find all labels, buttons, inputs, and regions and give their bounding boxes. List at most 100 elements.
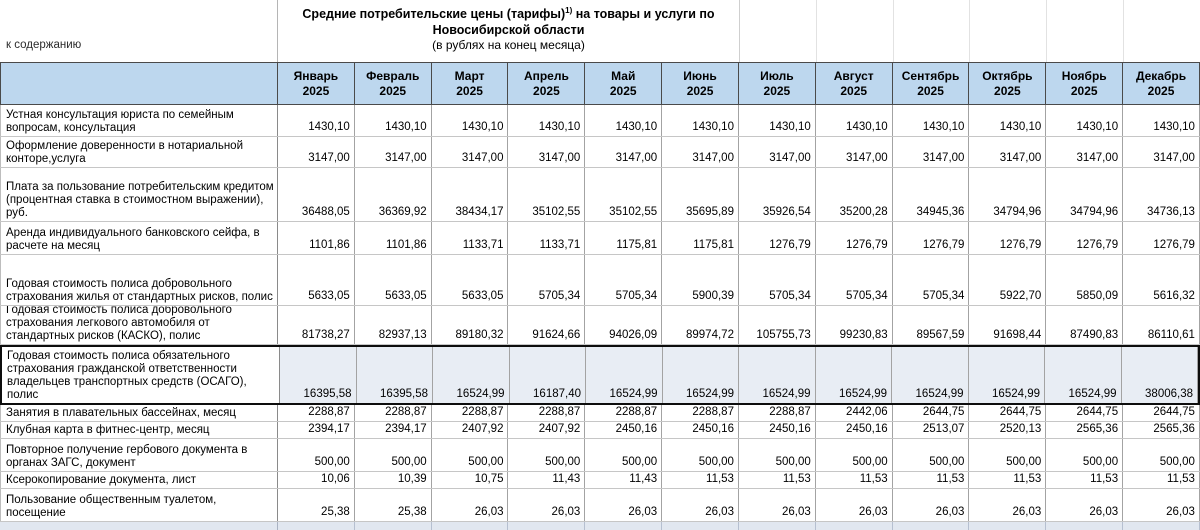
value-cell[interactable]: 500,00 bbox=[355, 439, 432, 471]
value-cell[interactable]: 26,03 bbox=[1046, 489, 1124, 521]
value-cell[interactable]: 2288,87 bbox=[739, 405, 816, 421]
value-cell[interactable]: 16187,40 bbox=[509, 347, 586, 403]
value-cell[interactable]: 1430,10 bbox=[278, 105, 355, 136]
value-cell[interactable]: 2394,17 bbox=[355, 422, 432, 438]
value-cell[interactable]: 3147,00 bbox=[1046, 137, 1124, 167]
value-cell[interactable]: 2520,13 bbox=[969, 422, 1047, 438]
value-cell[interactable]: 1276,79 bbox=[969, 222, 1047, 254]
value-cell[interactable]: 3147,00 bbox=[432, 137, 509, 167]
value-cell[interactable]: 16524,99 bbox=[433, 347, 510, 403]
value-cell[interactable]: 25,38 bbox=[355, 489, 432, 521]
value-cell[interactable]: 26,03 bbox=[1123, 489, 1200, 521]
value-cell[interactable]: 1430,10 bbox=[508, 105, 586, 136]
value-cell[interactable]: 10,75 bbox=[432, 472, 509, 488]
value-cell[interactable]: 26,03 bbox=[739, 489, 816, 521]
value-cell[interactable]: 35200,28 bbox=[816, 168, 893, 221]
value-cell[interactable]: 10,39 bbox=[355, 472, 432, 488]
value-cell[interactable]: 1101,86 bbox=[355, 222, 432, 254]
value-cell[interactable]: 1276,79 bbox=[739, 222, 816, 254]
value-cell[interactable]: 1430,10 bbox=[1046, 105, 1124, 136]
value-cell[interactable]: 2288,87 bbox=[278, 405, 355, 421]
value-cell[interactable]: 3147,00 bbox=[585, 137, 663, 167]
value-cell[interactable]: 1175,81 bbox=[662, 222, 739, 254]
back-to-contents-link[interactable]: к содержанию bbox=[6, 39, 82, 51]
value-cell[interactable]: 1430,10 bbox=[585, 105, 663, 136]
value-cell[interactable]: 3147,00 bbox=[969, 137, 1047, 167]
value-cell[interactable]: 89180,32 bbox=[432, 306, 509, 344]
value-cell[interactable]: 16524,99 bbox=[586, 347, 663, 403]
value-cell[interactable]: 500,00 bbox=[1046, 439, 1124, 471]
value-cell[interactable]: 91698,44 bbox=[969, 306, 1047, 344]
value-cell[interactable]: 94026,09 bbox=[585, 306, 663, 344]
value-cell[interactable]: 10,06 bbox=[278, 472, 355, 488]
month-header-cell[interactable]: Август 2025 bbox=[815, 63, 893, 104]
value-cell[interactable]: 5633,05 bbox=[432, 255, 509, 305]
value-cell[interactable]: 25,38 bbox=[278, 489, 355, 521]
value-cell[interactable]: 26,03 bbox=[432, 489, 509, 521]
value-cell[interactable]: 500,00 bbox=[278, 439, 355, 471]
value-cell[interactable]: 89974,72 bbox=[662, 306, 739, 344]
value-cell[interactable]: 36488,05 bbox=[278, 168, 355, 221]
value-cell[interactable]: 105755,73 bbox=[739, 306, 816, 344]
value-cell[interactable]: 3147,00 bbox=[355, 137, 432, 167]
value-cell[interactable]: 11,53 bbox=[893, 472, 970, 488]
value-cell[interactable]: 1276,79 bbox=[1123, 222, 1200, 254]
value-cell[interactable]: 3147,00 bbox=[816, 137, 893, 167]
row-label-cell[interactable]: Пользование общественным туалетом, посещ… bbox=[0, 489, 278, 521]
value-cell[interactable]: 2644,75 bbox=[969, 405, 1047, 421]
value-cell[interactable]: 35695,89 bbox=[662, 168, 739, 221]
value-cell[interactable]: 3147,00 bbox=[739, 137, 816, 167]
value-cell[interactable]: 26,03 bbox=[508, 489, 586, 521]
value-cell[interactable]: 500,00 bbox=[432, 439, 509, 471]
value-cell[interactable]: 1101,86 bbox=[278, 222, 355, 254]
value-cell[interactable]: 500,00 bbox=[1123, 439, 1200, 471]
value-cell[interactable]: 16395,58 bbox=[356, 347, 433, 403]
row-label-cell[interactable]: Аренда индивидуального банковского сейфа… bbox=[0, 222, 278, 254]
value-cell[interactable]: 1133,71 bbox=[432, 222, 509, 254]
value-cell[interactable]: 500,00 bbox=[816, 439, 893, 471]
value-cell[interactable]: 82937,13 bbox=[355, 306, 432, 344]
value-cell[interactable]: 1276,79 bbox=[816, 222, 893, 254]
value-cell[interactable]: 11,43 bbox=[508, 472, 586, 488]
value-cell[interactable]: 1276,79 bbox=[1046, 222, 1124, 254]
value-cell[interactable]: 16395,58 bbox=[280, 347, 357, 403]
value-cell[interactable]: 1430,10 bbox=[1123, 105, 1200, 136]
row-label-cell[interactable]: Плата за пользование потребительским кре… bbox=[0, 168, 278, 221]
value-cell[interactable]: 35102,55 bbox=[508, 168, 586, 221]
value-cell[interactable]: 2644,75 bbox=[1123, 405, 1200, 421]
value-cell[interactable]: 500,00 bbox=[662, 439, 739, 471]
value-cell[interactable]: 34794,96 bbox=[969, 168, 1047, 221]
value-cell[interactable]: 5633,05 bbox=[355, 255, 432, 305]
value-cell[interactable]: 26,03 bbox=[893, 489, 970, 521]
row-label-cell[interactable]: Годовая стоимость полиса добровольного с… bbox=[0, 306, 278, 344]
row-label-cell[interactable]: Занятия в плавательных бассейнах, месяц bbox=[0, 405, 278, 421]
row-label-cell[interactable]: Клубная карта в фитнес-центр, месяц bbox=[0, 422, 278, 438]
value-cell[interactable]: 2288,87 bbox=[508, 405, 586, 421]
value-cell[interactable]: 5922,70 bbox=[969, 255, 1047, 305]
value-cell[interactable]: 3147,00 bbox=[1123, 137, 1200, 167]
value-cell[interactable]: 3147,00 bbox=[662, 137, 739, 167]
value-cell[interactable]: 16524,99 bbox=[662, 347, 739, 403]
value-cell[interactable]: 2513,07 bbox=[893, 422, 970, 438]
value-cell[interactable]: 86110,61 bbox=[1123, 306, 1200, 344]
value-cell[interactable]: 38006,38 bbox=[1121, 347, 1198, 403]
value-cell[interactable]: 1430,10 bbox=[662, 105, 739, 136]
value-cell[interactable]: 34794,96 bbox=[1046, 168, 1124, 221]
value-cell[interactable]: 5705,34 bbox=[585, 255, 663, 305]
value-cell[interactable]: 5705,34 bbox=[508, 255, 586, 305]
value-cell[interactable]: 11,53 bbox=[969, 472, 1047, 488]
month-header-cell[interactable]: Апрель 2025 bbox=[508, 63, 586, 104]
value-cell[interactable]: 500,00 bbox=[893, 439, 970, 471]
value-cell[interactable]: 1133,71 bbox=[508, 222, 586, 254]
value-cell[interactable]: 11,43 bbox=[585, 472, 663, 488]
value-cell[interactable]: 11,53 bbox=[662, 472, 739, 488]
month-header-cell[interactable]: Ноябрь 2025 bbox=[1046, 63, 1124, 104]
value-cell[interactable]: 16524,99 bbox=[892, 347, 969, 403]
value-cell[interactable]: 1430,10 bbox=[355, 105, 432, 136]
row-label-cell[interactable]: Ксерокопирование документа, лист bbox=[0, 472, 278, 488]
value-cell[interactable]: 3147,00 bbox=[893, 137, 970, 167]
value-cell[interactable]: 1430,10 bbox=[969, 105, 1047, 136]
value-cell[interactable]: 2288,87 bbox=[662, 405, 739, 421]
value-cell[interactable]: 5900,39 bbox=[662, 255, 739, 305]
value-cell[interactable]: 500,00 bbox=[585, 439, 663, 471]
